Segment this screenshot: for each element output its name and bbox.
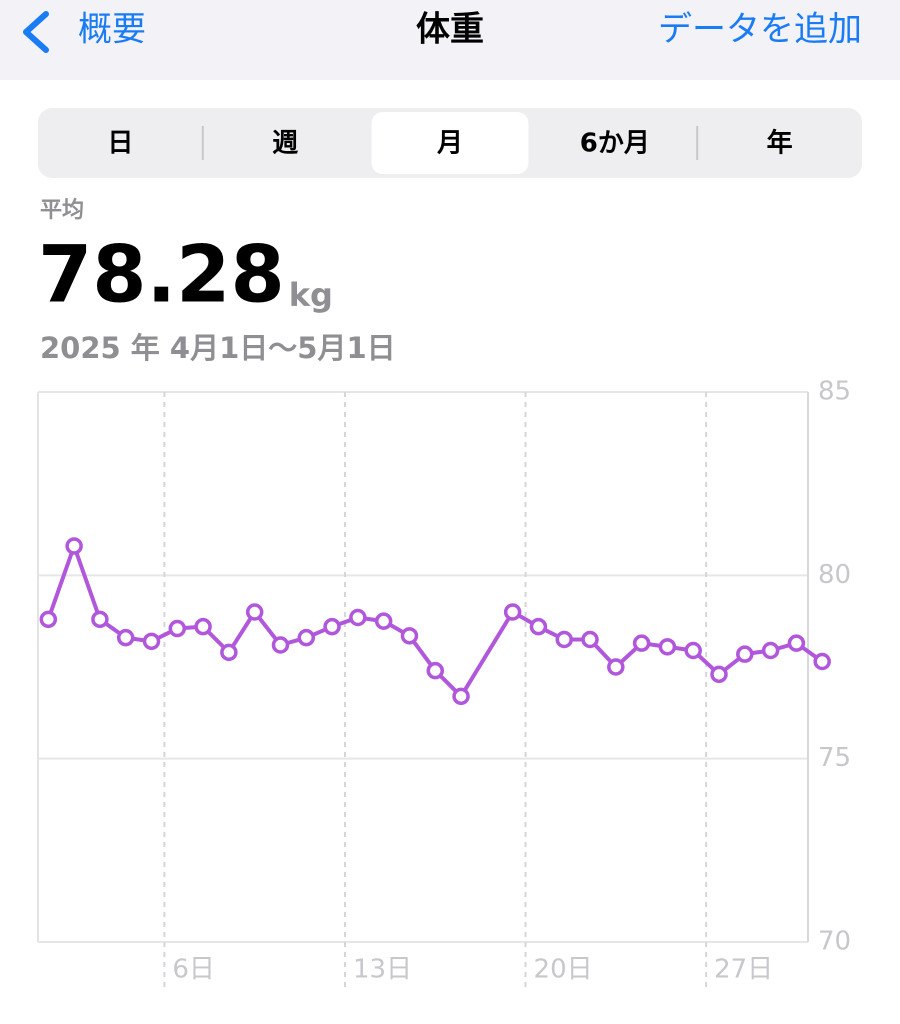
- back-chevron[interactable]: [23, 11, 49, 53]
- x-tick-label: 13日: [353, 955, 412, 985]
- nav-title: 体重: [416, 10, 484, 50]
- segment-selected: [371, 112, 529, 174]
- data-point: [684, 641, 702, 660]
- data-point: [374, 612, 393, 630]
- segment-button[interactable]: 月: [436, 129, 463, 159]
- data-point: [39, 610, 58, 629]
- data-point: [581, 630, 599, 649]
- x-tick-label: 20日: [534, 955, 593, 985]
- segment-button[interactable]: 日: [107, 129, 133, 159]
- y-tick-label: 85: [818, 377, 851, 407]
- add-data-button[interactable]: データを追加: [658, 10, 862, 50]
- data-point: [168, 619, 187, 638]
- data-point: [607, 658, 625, 676]
- data-point: [710, 665, 728, 684]
- data-point: [194, 617, 212, 636]
- segment-button[interactable]: 6か月: [580, 129, 650, 159]
- x-tick-label: 6日: [172, 955, 215, 985]
- average-value: 78.28: [38, 230, 285, 320]
- data-point: [452, 687, 470, 706]
- data-point: [323, 617, 341, 636]
- data-point: [632, 634, 651, 652]
- date-range: 2025 年 4月1日〜5月1日: [40, 331, 396, 365]
- data-point: [245, 603, 264, 621]
- data-point: [426, 661, 445, 680]
- average-label: 平均: [40, 197, 84, 223]
- nav-bar: [0, 0, 900, 80]
- y-tick-label: 70: [818, 927, 851, 957]
- data-point: [297, 628, 316, 647]
- segment-button[interactable]: 年: [767, 128, 793, 159]
- data-point: [761, 641, 780, 660]
- data-point: [271, 636, 290, 654]
- segment-button[interactable]: 週: [272, 129, 298, 159]
- y-tick-label: 80: [818, 560, 851, 590]
- y-tick-label: 75: [818, 743, 851, 773]
- data-point: [813, 652, 831, 671]
- data-point: [91, 610, 109, 629]
- data-point: [787, 634, 806, 652]
- data-point: [142, 632, 161, 651]
- data-point: [220, 643, 238, 662]
- back-button[interactable]: 概要: [78, 10, 146, 50]
- average-unit: kg: [289, 276, 333, 314]
- data-point: [529, 617, 548, 636]
- data-point: [555, 630, 573, 649]
- data-point: [116, 628, 135, 647]
- data-point: [503, 603, 522, 621]
- data-point: [65, 537, 83, 555]
- data-point: [349, 608, 367, 627]
- x-tick-label: 27日: [714, 955, 773, 985]
- data-point: [400, 627, 419, 645]
- data-point: [658, 638, 677, 656]
- data-point: [736, 645, 754, 663]
